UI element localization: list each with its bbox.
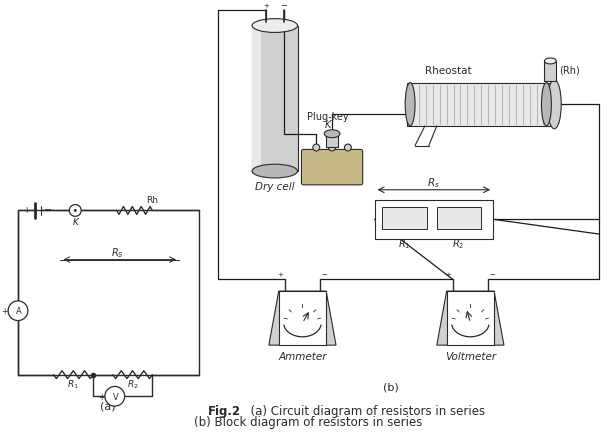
- Bar: [279, 291, 326, 345]
- Bar: [383, 208, 427, 229]
- Circle shape: [69, 205, 81, 216]
- Text: K: K: [72, 218, 78, 227]
- Text: −: −: [44, 205, 51, 215]
- Text: Rheostat: Rheostat: [425, 66, 472, 76]
- Text: $R_S$: $R_S$: [112, 246, 124, 260]
- Ellipse shape: [541, 83, 551, 126]
- Text: Rh: Rh: [147, 196, 158, 205]
- Text: Fig.2: Fig.2: [208, 405, 241, 417]
- Text: (a): (a): [100, 401, 116, 411]
- Text: +: +: [263, 3, 269, 9]
- Circle shape: [345, 144, 351, 151]
- Text: $R_1$: $R_1$: [67, 378, 79, 391]
- Bar: [447, 291, 494, 345]
- Bar: [252, 25, 297, 171]
- Text: Ammeter: Ammeter: [278, 352, 327, 362]
- Text: Plug-key: Plug-key: [307, 112, 349, 122]
- Text: V: V: [113, 393, 119, 402]
- Text: +: +: [278, 272, 284, 278]
- Text: K: K: [325, 120, 331, 130]
- Polygon shape: [437, 291, 504, 345]
- Circle shape: [105, 386, 124, 406]
- Polygon shape: [269, 291, 336, 345]
- Text: Dry cell: Dry cell: [255, 182, 294, 192]
- Text: (b): (b): [384, 382, 399, 392]
- Ellipse shape: [324, 130, 340, 138]
- Text: +: +: [446, 272, 452, 278]
- Text: +: +: [1, 307, 7, 316]
- Text: Voltmeter: Voltmeter: [445, 352, 496, 362]
- Bar: [375, 200, 493, 239]
- Ellipse shape: [547, 80, 562, 129]
- Bar: [544, 61, 557, 80]
- Text: $R_2$: $R_2$: [127, 378, 139, 391]
- Bar: [326, 134, 338, 148]
- Ellipse shape: [544, 58, 557, 64]
- Text: −: −: [280, 1, 287, 10]
- Text: (Rh): (Rh): [559, 66, 579, 76]
- Circle shape: [329, 144, 335, 151]
- Bar: [407, 83, 550, 126]
- Text: (a) Circuit diagram of resistors in series: (a) Circuit diagram of resistors in seri…: [243, 405, 485, 417]
- Bar: [252, 25, 261, 171]
- Text: −: −: [321, 272, 327, 278]
- Text: (b) Block diagram of resistors in series: (b) Block diagram of resistors in series: [194, 416, 422, 429]
- Text: $R_s$: $R_s$: [427, 176, 440, 190]
- Ellipse shape: [252, 164, 297, 178]
- Bar: [437, 208, 481, 229]
- Circle shape: [313, 144, 320, 151]
- FancyBboxPatch shape: [302, 149, 363, 185]
- Text: $R_1$: $R_1$: [398, 237, 410, 251]
- Ellipse shape: [405, 83, 415, 126]
- Text: A: A: [16, 307, 22, 316]
- Circle shape: [74, 209, 77, 212]
- Text: −: −: [489, 272, 495, 278]
- Circle shape: [8, 301, 28, 321]
- Text: +: +: [97, 393, 104, 402]
- Text: +: +: [24, 206, 30, 215]
- Ellipse shape: [252, 19, 297, 32]
- Text: $R_2$: $R_2$: [452, 237, 465, 251]
